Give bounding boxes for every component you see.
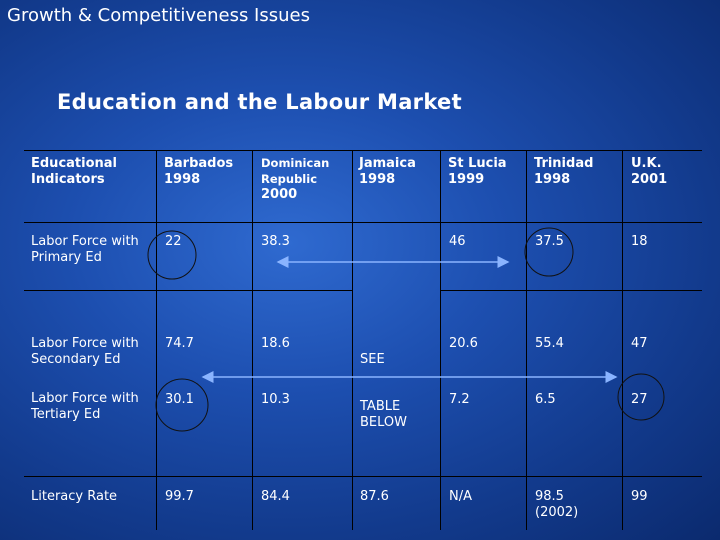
col-divider-4: [440, 150, 441, 530]
row-label-line1: Labor Force with: [31, 391, 139, 406]
cell-literacy-trinidad: 98.5 (2002): [535, 489, 578, 521]
cell-primary-trinidad: 37.5: [535, 234, 564, 249]
header-jamaica-line2: 1998: [359, 172, 396, 187]
cell-literacy-jamaica: 87.6: [360, 489, 389, 504]
col-divider-3: [352, 150, 353, 530]
cell-literacy-barbados: 99.7: [165, 489, 194, 504]
header-dominican-line3: 2000: [261, 187, 298, 202]
header-trinidad-line1: Trinidad: [534, 156, 594, 171]
cell-tertiary-barbados: 30.1: [165, 392, 194, 407]
table-row-tertiary-label: Labor Force with Tertiary Ed: [31, 391, 139, 423]
header-st-lucia-line1: St Lucia: [448, 156, 507, 171]
row-divider-header: [24, 222, 702, 223]
row-label-line1: Labor Force with: [31, 234, 139, 249]
cell-tertiary-trinidad: 6.5: [535, 392, 556, 407]
header-indicators-line1: Educational: [31, 156, 118, 171]
row-divider-primary-right: [440, 290, 702, 291]
cell-secondary-jamaica-note: SEE: [360, 352, 385, 367]
row-divider-tertiary: [24, 476, 702, 477]
row-label-line2: Tertiary Ed: [31, 407, 101, 422]
header-st-lucia: St Lucia 1999: [448, 156, 507, 188]
highlight-circle-barbados-tertiary: [155, 378, 209, 432]
header-uk: U.K. 2001: [631, 156, 667, 188]
cell-literacy-trinidad-year: (2002): [535, 505, 579, 520]
header-barbados-line2: 1998: [164, 172, 201, 187]
table-top-border: [24, 150, 702, 151]
header-title: Growth & Competitiveness Issues: [7, 5, 310, 26]
header-jamaica: Jamaica 1998: [359, 156, 416, 188]
cell-literacy-trinidad-value: 98.5: [535, 489, 564, 504]
header-dominican-line1: Dominican: [261, 156, 330, 170]
cell-secondary-st-lucia: 20.6: [449, 336, 478, 351]
col-divider-5: [526, 150, 527, 530]
header-st-lucia-line2: 1999: [448, 172, 485, 187]
cell-tertiary-dominican: 10.3: [261, 392, 290, 407]
cell-literacy-uk: 99: [631, 489, 648, 504]
header-uk-line2: 2001: [631, 172, 668, 187]
table-row-secondary-label: Labor Force with Secondary Ed: [31, 336, 139, 368]
header-uk-line1: U.K.: [631, 156, 662, 171]
cell-primary-barbados: 22: [165, 234, 182, 249]
cell-secondary-uk: 47: [631, 336, 648, 351]
header-trinidad: Trinidad 1998: [534, 156, 593, 188]
row-divider-primary: [24, 290, 352, 291]
header-jamaica-line1: Jamaica: [359, 156, 416, 171]
cell-primary-dominican: 38.3: [261, 234, 290, 249]
cell-tertiary-st-lucia: 7.2: [449, 392, 470, 407]
table-row-primary-label: Labor Force with Primary Ed: [31, 234, 139, 266]
col-divider-6: [622, 150, 623, 530]
slide-title: Education and the Labour Market: [57, 90, 462, 114]
col-divider-1: [156, 150, 157, 530]
row-label-line2: Primary Ed: [31, 250, 102, 265]
header-dominican-line2: Republic: [261, 172, 318, 186]
header-barbados-line1: Barbados: [164, 156, 234, 171]
header-trinidad-line2: 1998: [534, 172, 571, 187]
cell-literacy-dominican: 84.4: [261, 489, 290, 504]
table-row-literacy-label: Literacy Rate: [31, 489, 118, 504]
cell-secondary-barbados: 74.7: [165, 336, 194, 351]
cell-literacy-st-lucia: N/A: [449, 489, 472, 504]
row-label-line2: Secondary Ed: [31, 352, 121, 367]
highlight-circle-uk-tertiary: [617, 373, 665, 421]
cell-tertiary-jamaica-note: TABLE BELOW: [360, 399, 407, 430]
row-label-line1: Labor Force with: [31, 336, 139, 351]
header-dominican-republic: Dominican Republic 2000: [261, 155, 329, 203]
cell-primary-uk: 18: [631, 234, 648, 249]
highlight-circle-trinidad-primary: [524, 227, 574, 277]
cell-tertiary-uk: 27: [631, 392, 648, 407]
header-indicators-line2: Indicators: [31, 172, 105, 187]
cell-secondary-trinidad: 55.4: [535, 336, 564, 351]
header-barbados: Barbados 1998: [164, 156, 233, 188]
cell-primary-st-lucia: 46: [449, 234, 466, 249]
col-divider-2: [252, 150, 253, 530]
header-indicators: Educational Indicators: [31, 156, 117, 188]
highlight-circle-barbados-primary: [147, 230, 197, 280]
cell-secondary-dominican: 18.6: [261, 336, 290, 351]
